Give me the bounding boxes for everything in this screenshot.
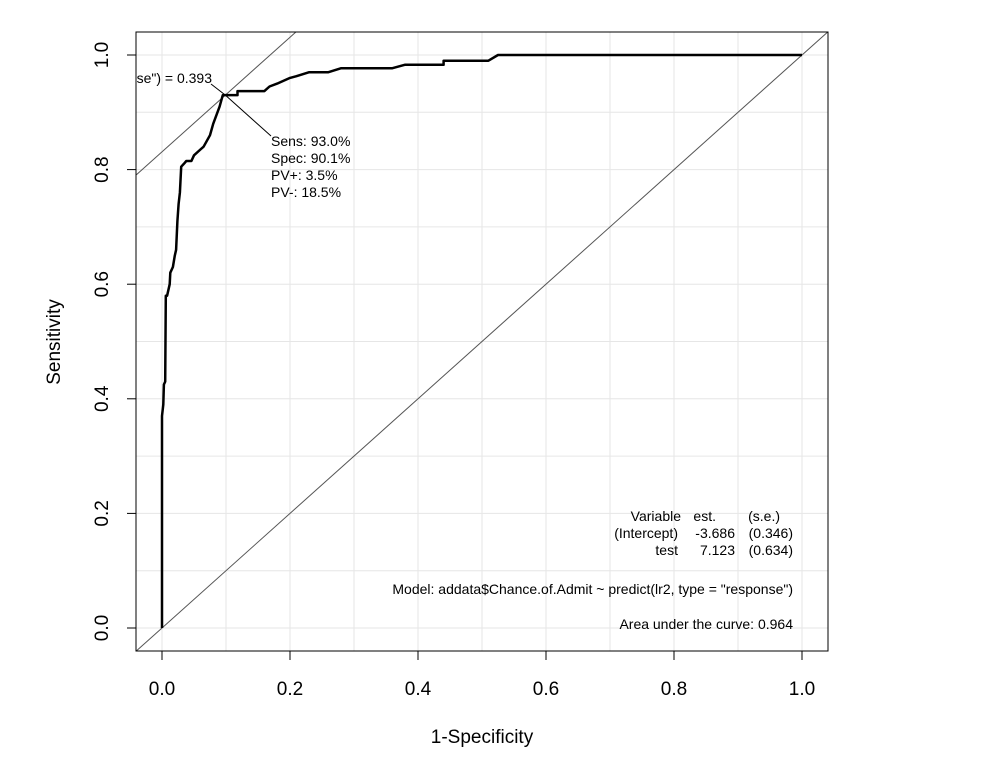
roc-curve bbox=[160, 53, 802, 628]
y-tick-label: 0.2 bbox=[92, 500, 113, 526]
x-tick-label: 0.0 bbox=[149, 679, 175, 700]
coef-table-header: Variable bbox=[631, 508, 682, 524]
y-tick-label: 0.6 bbox=[92, 271, 113, 297]
model-text: Model: addata$Chance.of.Admit ~ predict(… bbox=[392, 581, 793, 597]
point-info-line: Spec: 90.1% bbox=[271, 150, 350, 166]
point-info-line: PV-: 18.5% bbox=[271, 184, 341, 200]
coef-table-header: (s.e.) bbox=[748, 508, 780, 524]
coef-table-cell: (0.634) bbox=[749, 542, 793, 558]
coef-table-cell: -3.686 bbox=[695, 525, 735, 541]
x-axis: 0.0 0.2 0.4 0.6 0.8 1.0 bbox=[149, 650, 815, 700]
x-tick-label: 0.4 bbox=[405, 679, 432, 700]
x-axis-title: 1-Specificity bbox=[431, 727, 534, 748]
coef-table-header: est. bbox=[693, 508, 716, 524]
tangent-line bbox=[136, 31, 297, 176]
y-tick-label: 0.4 bbox=[92, 385, 113, 412]
coef-table-cell: test bbox=[655, 542, 678, 558]
threshold-label: se") = 0.393 bbox=[137, 70, 213, 86]
y-tick-label: 0.8 bbox=[92, 156, 113, 182]
point-info-line: Sens: 93.0% bbox=[271, 133, 350, 149]
point-info-line: PV+: 3.5% bbox=[271, 167, 338, 183]
threshold-leader-line bbox=[210, 83, 226, 96]
x-tick-label: 0.6 bbox=[533, 679, 559, 700]
x-tick-label: 1.0 bbox=[789, 679, 815, 700]
y-axis: 0.0 0.2 0.4 0.6 0.8 1.0 bbox=[92, 42, 137, 641]
coef-table-cell: (0.346) bbox=[749, 525, 793, 541]
coef-table-cell: (Intercept) bbox=[614, 525, 678, 541]
y-axis-title: Sensitivity bbox=[44, 299, 65, 385]
coef-table-cell: 7.123 bbox=[700, 542, 735, 558]
y-tick-label: 0.0 bbox=[92, 615, 113, 641]
point-info-leader-line bbox=[225, 94, 272, 137]
reference-diagonal bbox=[136, 31, 828, 652]
y-tick-label: 1.0 bbox=[92, 42, 113, 68]
auc-text: Area under the curve: 0.964 bbox=[619, 616, 793, 632]
x-tick-label: 0.8 bbox=[661, 679, 687, 700]
x-tick-label: 0.2 bbox=[277, 679, 303, 700]
